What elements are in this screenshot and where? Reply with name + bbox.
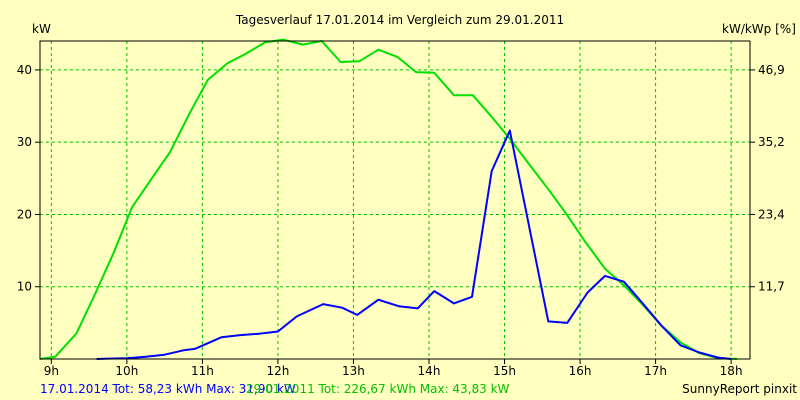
x-tick-label: 10h <box>115 364 138 378</box>
y2-tick-label: 35,2 <box>758 135 785 149</box>
x-tick-label: 12h <box>266 364 289 378</box>
y-axis-label: kW <box>32 22 51 36</box>
y2-tick-label: 11,7 <box>758 280 785 294</box>
x-tick-label: 16h <box>569 364 592 378</box>
series-line-29-01-2011 <box>39 38 738 360</box>
footer-series2-summary: 29.01.2011 Tot: 226,67 kWh Max: 43,83 kW <box>246 382 510 396</box>
x-tick-label: 9h <box>44 364 59 378</box>
x-tick-label: 11h <box>191 364 214 378</box>
x-tick-label: 18h <box>720 364 743 378</box>
x-tick-label: 13h <box>342 364 365 378</box>
chart-title: Tagesverlauf 17.01.2014 im Vergleich zum… <box>235 13 564 27</box>
y2-axis-label: kW/kWp [%] <box>722 22 796 36</box>
series-lines <box>39 38 738 360</box>
y-tick-label: 40 <box>17 63 32 77</box>
axis-ticks: 9h 10h 11h 12h 13h 14h 15h 16h 17h 18h 10 20 30 40 11,… <box>17 63 785 378</box>
footer-credit: SunnyReport pinxit <box>682 382 797 396</box>
series-line-17-01-2014 <box>96 129 732 360</box>
x-tick-label: 15h <box>493 364 516 378</box>
y2-tick-label: 23,4 <box>758 207 785 221</box>
plot-frame <box>39 40 751 360</box>
footer-series1-summary: 17.01.2014 Tot: 58,23 kWh Max: 31,90 kW <box>40 382 296 396</box>
y-tick-label: 20 <box>17 207 32 221</box>
y-tick-label: 30 <box>17 135 32 149</box>
grid-lines <box>40 41 750 359</box>
y-tick-label: 10 <box>17 280 32 294</box>
x-tick-label: 14h <box>418 364 441 378</box>
x-tick-label: 17h <box>644 364 667 378</box>
y2-tick-label: 46,9 <box>758 63 785 77</box>
